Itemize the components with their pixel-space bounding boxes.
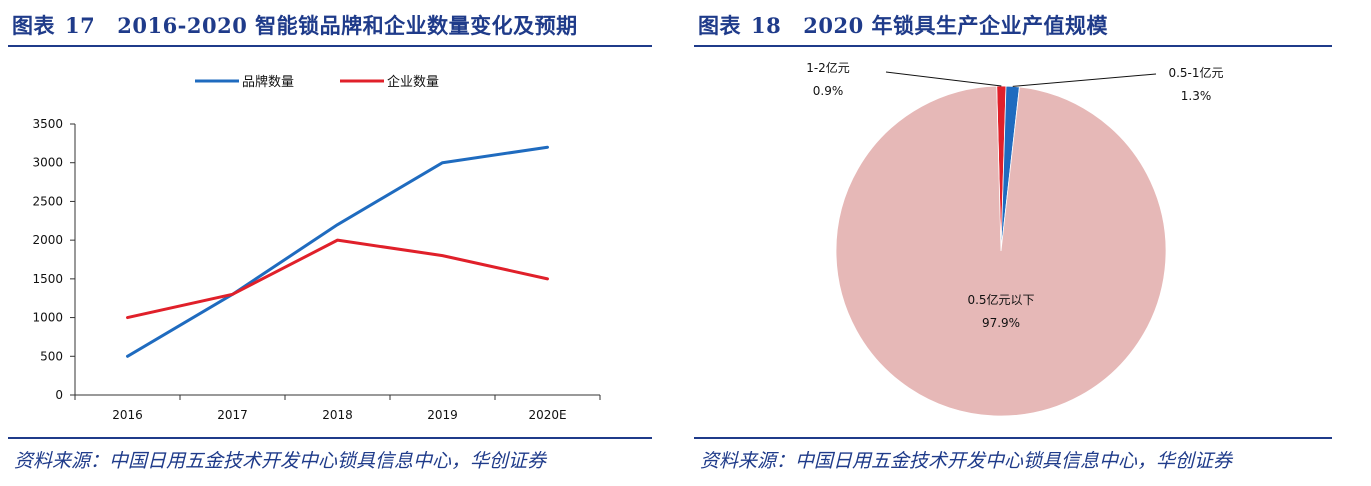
figure-17-bottom-rule: [8, 437, 652, 439]
line-chart: 0 500 1000 1500 2000 2500 3000 3500 2016 2017 2018…: [32, 74, 601, 422]
x-tick-label: 2018: [322, 408, 353, 422]
figure-18-label: 图表: [698, 13, 741, 38]
figure-18-panel: 图表 18 2020 年锁具生产企业产值规模 0.5亿元以下 97.9% 1-2亿元 0.…: [686, 0, 1371, 486]
figure-18-bottom-rule: [694, 437, 1332, 439]
y-tick-label: 500: [40, 349, 63, 363]
figure-17-label: 图表: [12, 13, 55, 38]
pie-label-value: 97.9%: [982, 316, 1020, 330]
figure-17-source: 资料来源：中国日用五金技术开发中心锁具信息中心，华创证券: [14, 450, 547, 472]
figure-18-top-rule: [694, 45, 1332, 47]
pie-label-name: 0.5亿元以下: [967, 292, 1034, 307]
y-tick-label: 2500: [32, 194, 63, 208]
figure-18-number: 18: [751, 13, 782, 38]
figure-18-title-text: 2020 年锁具生产企业产值规模: [803, 13, 1108, 38]
legend-label: 企业数量: [387, 74, 439, 90]
x-tick-label: 2020E: [528, 408, 566, 422]
x-tick-label: 2019: [427, 408, 458, 422]
figure-18-title: 图表 18 2020 年锁具生产企业产值规模: [698, 8, 1108, 44]
pie-chart: 0.5亿元以下 97.9% 1-2亿元 0.9% 0.5-1亿元 1.3%: [806, 60, 1224, 417]
pie-label-name: 0.5-1亿元: [1168, 65, 1223, 80]
figure-17-number: 17: [65, 13, 96, 38]
y-tick-label: 1500: [32, 272, 63, 286]
y-tick-label: 3500: [32, 117, 63, 131]
x-tick-label: 2016: [112, 408, 143, 422]
y-tick-label: 1000: [32, 311, 63, 325]
y-tick-label: 3000: [32, 156, 63, 170]
series-line-2: [126, 238, 549, 320]
pie-leader-line: [1012, 73, 1157, 87]
pie-leader-line: [885, 71, 1002, 87]
x-tick-label: 2017: [217, 408, 248, 422]
pie-slice-1: [835, 85, 1167, 417]
pie-label-value: 1.3%: [1181, 89, 1212, 103]
y-tick-label: 0: [55, 388, 63, 402]
figure-17-title: 图表 17 2016-2020 智能锁品牌和企业数量变化及预期: [12, 8, 578, 44]
legend-label: 品牌数量: [242, 74, 294, 90]
figure-17-title-text: 2016-2020 智能锁品牌和企业数量变化及预期: [117, 13, 578, 38]
figure-17-top-rule: [8, 45, 652, 47]
pie-label-name: 1-2亿元: [806, 60, 850, 75]
pie-label-value: 0.9%: [813, 84, 844, 98]
figure-17-panel: 图表 17 2016-2020 智能锁品牌和企业数量变化及预期 0 500 1000 15…: [0, 0, 660, 486]
series-line-1: [126, 145, 549, 358]
figure-18-source: 资料来源：中国日用五金技术开发中心锁具信息中心，华创证券: [700, 450, 1233, 472]
y-tick-label: 2000: [32, 233, 63, 247]
